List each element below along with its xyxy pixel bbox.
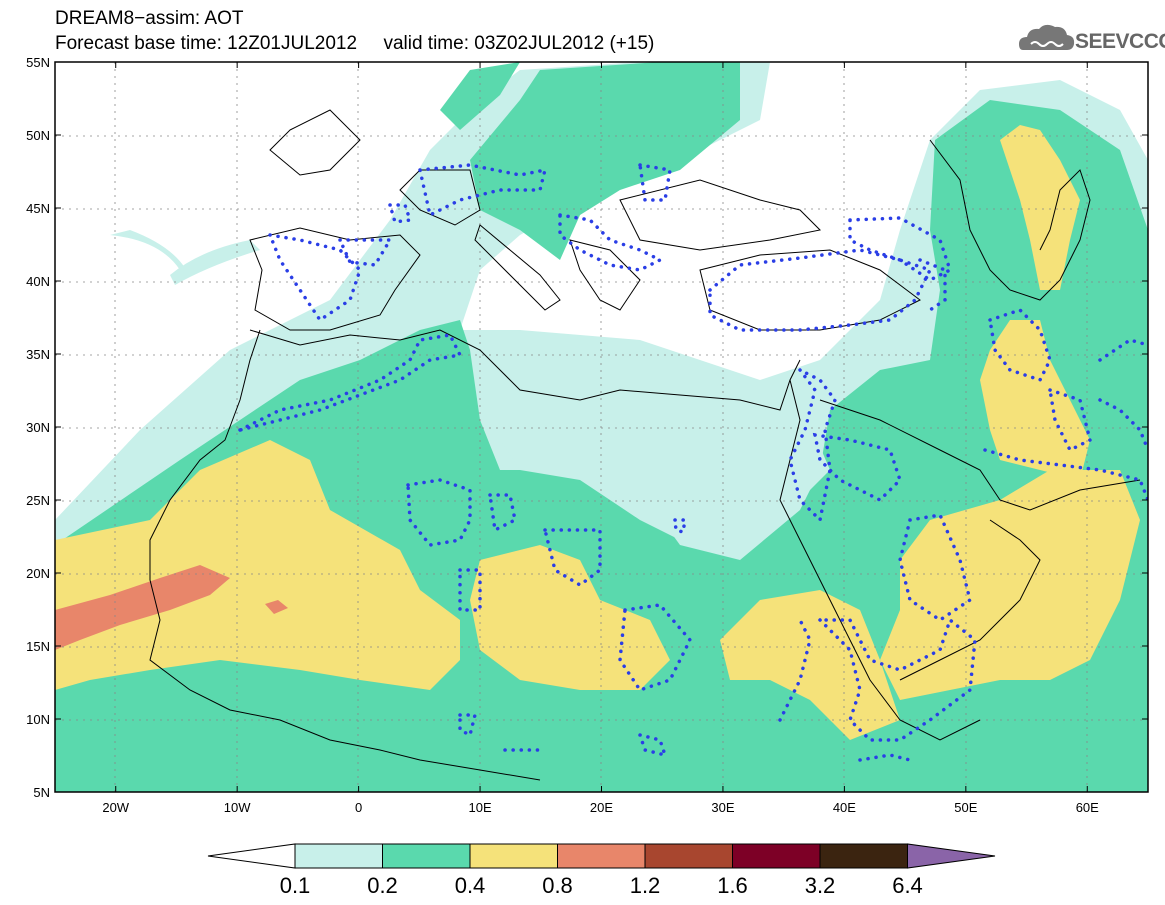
colorbar-label: 0.8 — [542, 873, 573, 898]
lat-label: 20N — [26, 566, 50, 581]
aot-band-0.4-oman — [880, 470, 1140, 700]
colorbar-label: 0.2 — [367, 873, 398, 898]
lon-label: 20W — [102, 800, 129, 815]
aot-band-0.4-caspian — [1000, 125, 1080, 290]
aot-band-0.2-east-europe — [470, 62, 740, 260]
lon-label: 30E — [711, 800, 734, 815]
colorbar-label: 6.4 — [892, 873, 923, 898]
aot-band-0.8-spot — [265, 600, 288, 614]
lon-axis: 20W 10W 0 10E 20E 30E 40E 50E 60E — [102, 62, 1099, 815]
forecast-time-line: Forecast base time: 12Z01JUL2012 valid t… — [55, 33, 655, 54]
map-title: DREAM8−assim: AOT — [55, 8, 244, 29]
colorbar-label: 0.1 — [280, 873, 311, 898]
colorbar-label: 1.6 — [717, 873, 748, 898]
colorbar-label: 1.2 — [630, 873, 661, 898]
colorbar-box — [469, 843, 558, 869]
aot-hole-libya — [490, 360, 830, 540]
colorbar-box — [557, 843, 646, 869]
lat-label: 30N — [26, 420, 50, 435]
lon-label: 20E — [590, 800, 613, 815]
colorbar-over-triangle — [907, 843, 996, 869]
lat-label: 45N — [26, 201, 50, 216]
logo-text: SEEVCCC — [1075, 30, 1165, 53]
aot-band-0.1-west — [110, 230, 185, 270]
aot-dotted-contours — [239, 162, 1148, 762]
lon-label: 0 — [355, 800, 362, 815]
lat-label: 15N — [26, 639, 50, 654]
colorbar-box — [644, 843, 733, 869]
lat-label: 55N — [26, 55, 50, 70]
lon-label: 40E — [833, 800, 856, 815]
lat-label: 35N — [26, 347, 50, 362]
aot-band-0.1-atl — [170, 240, 260, 285]
lat-label: 50N — [26, 128, 50, 143]
lon-label: 10W — [224, 800, 251, 815]
aot-band-0.8 — [55, 565, 230, 650]
lat-label: 25N — [26, 493, 50, 508]
colorbar-label: 0.4 — [455, 873, 486, 898]
lat-label: 10N — [26, 712, 50, 727]
lat-label: 5N — [33, 785, 50, 800]
graticule — [55, 62, 1148, 792]
seevccc-logo: SEEVCCC — [1017, 20, 1165, 60]
lon-label: 10E — [468, 800, 491, 815]
lon-label: 50E — [954, 800, 977, 815]
aot-band-0.4-west-africa — [55, 440, 460, 690]
aot-fields — [55, 62, 1148, 792]
lat-axis: 55N 50N 45N 40N 35N 30N 25N 20N 15N 10N 5N — [26, 55, 1148, 800]
colorbar-box — [382, 843, 471, 869]
colorbar-label: 3.2 — [805, 873, 836, 898]
aot-band-0.4-iran — [980, 320, 1090, 480]
colorbar-box — [732, 843, 821, 869]
lat-label: 40N — [26, 274, 50, 289]
cloud-icon — [1019, 24, 1075, 50]
aot-band-0.4-central-africa — [470, 545, 670, 690]
aot-band-0.2-west-europe — [440, 62, 520, 130]
lon-label: 60E — [1076, 800, 1099, 815]
colorbar-under-triangle — [207, 843, 296, 869]
colorbar-box — [294, 843, 383, 869]
colorbar-box — [819, 843, 908, 869]
